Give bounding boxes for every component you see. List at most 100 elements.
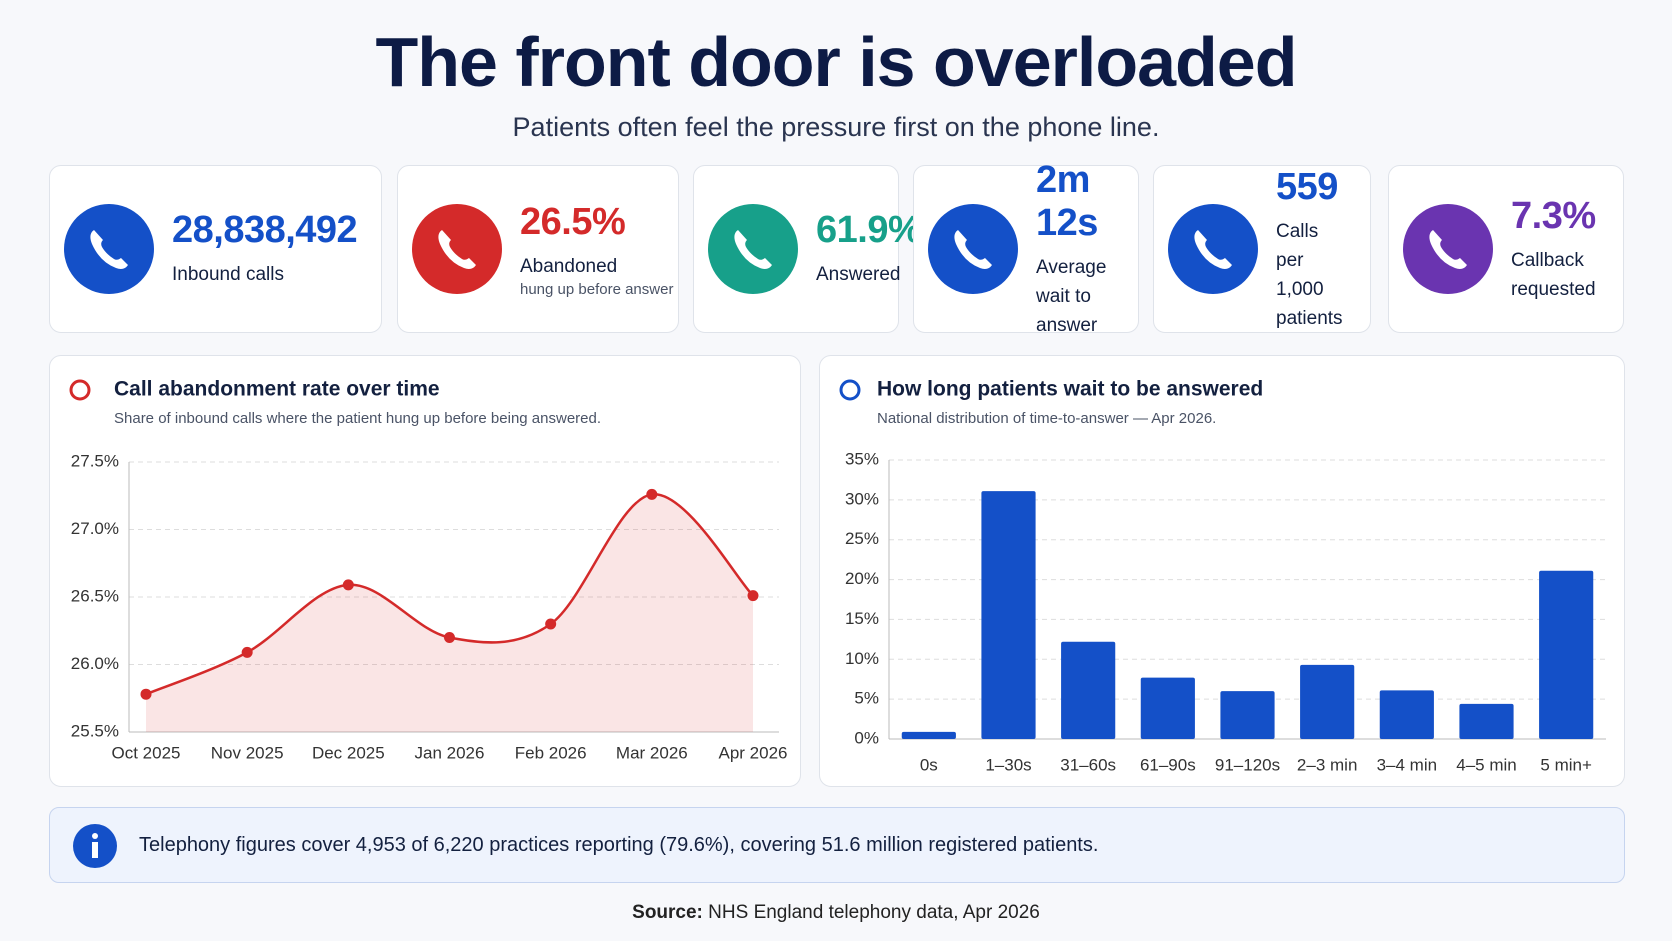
kpi-value: 559 bbox=[1276, 165, 1338, 208]
info-icon bbox=[73, 824, 117, 868]
x-tick-label: Mar 2026 bbox=[616, 743, 688, 762]
x-tick-label: 1–30s bbox=[985, 755, 1031, 774]
icon-glyph bbox=[90, 230, 128, 269]
info-note: Telephony figures cover 4,953 of 6,220 p… bbox=[49, 807, 1625, 883]
chart: How long patients wait to be answered Nat… bbox=[839, 378, 1606, 774]
y-tick-label: 10% bbox=[845, 649, 879, 668]
point bbox=[646, 488, 658, 500]
x-tick-label: 0s bbox=[920, 755, 938, 774]
kpi-text: 61.9% Answered bbox=[816, 209, 922, 289]
y-tick-label: 30% bbox=[845, 489, 879, 508]
kpi-text: 28,838,492 Inbound calls bbox=[172, 209, 358, 289]
source: Source: NHS England telephony data, Apr … bbox=[0, 902, 1672, 924]
source-label: Source: bbox=[632, 902, 703, 923]
bar bbox=[901, 731, 956, 739]
icon-circle bbox=[1403, 204, 1493, 294]
kpi-value: 28,838,492 bbox=[172, 209, 358, 251]
y-tick-label: 20% bbox=[845, 569, 879, 588]
icon-circle bbox=[708, 204, 798, 294]
icon-circle bbox=[64, 204, 154, 294]
x-tick-label: Feb 2026 bbox=[515, 743, 587, 762]
x-tick-label: 5 min+ bbox=[1540, 755, 1592, 774]
kpi-card: 7.3% Callback requested bbox=[1388, 165, 1624, 333]
kpi-icon bbox=[928, 204, 1018, 294]
kpi-text: 559 Calls per 1,000 patients bbox=[1276, 166, 1344, 333]
x-tick-label: 91–120s bbox=[1215, 755, 1280, 774]
kpi-value: 2m 12s bbox=[1036, 158, 1098, 244]
chart-panel: How long patients wait to be answered Nat… bbox=[819, 355, 1625, 787]
kpi-card: 26.5% Abandoned hung up before answer bbox=[397, 165, 679, 333]
x-tick-label: Jan 2026 bbox=[415, 743, 485, 762]
icon-glyph bbox=[1194, 230, 1232, 269]
y-tick-label: 0% bbox=[854, 728, 879, 747]
y-tick-label: 25.5% bbox=[71, 721, 119, 740]
icon-circle bbox=[928, 204, 1018, 294]
kpi-text: 7.3% Callback requested bbox=[1511, 195, 1597, 304]
kpi-sublabel: hung up before answer bbox=[520, 280, 674, 298]
icon-glyph bbox=[734, 230, 772, 269]
bar bbox=[1061, 641, 1116, 739]
panel-icon bbox=[69, 379, 91, 401]
kpi-icon bbox=[64, 204, 154, 294]
kpi-label: Callback requested bbox=[1511, 249, 1596, 300]
source-text: NHS England telephony data, Apr 2026 bbox=[708, 902, 1040, 923]
y-tick-label: 35% bbox=[845, 449, 879, 468]
kpi-text: 26.5% Abandoned hung up before answer bbox=[520, 201, 673, 298]
kpi-icon bbox=[708, 204, 798, 294]
bar bbox=[1379, 690, 1434, 739]
point bbox=[140, 688, 152, 700]
chart-title: Call abandonment rate over time bbox=[114, 378, 440, 401]
kpi-label: Average wait to answer bbox=[1036, 256, 1107, 336]
icon-circle bbox=[1168, 204, 1258, 294]
kpi-value: 7.3% bbox=[1511, 194, 1596, 237]
chart-panel: Call abandonment rate over time Share of … bbox=[49, 355, 801, 787]
y-tick-label: 27.5% bbox=[71, 451, 119, 470]
bar bbox=[1140, 677, 1195, 739]
kpi-card: 28,838,492 Inbound calls bbox=[49, 165, 382, 333]
icon-glyph bbox=[954, 230, 992, 269]
kpi-label: Calls per 1,000 patients bbox=[1276, 220, 1343, 329]
x-tick-label: 4–5 min bbox=[1456, 755, 1516, 774]
kpi-label: Abandoned bbox=[520, 255, 618, 277]
point bbox=[747, 590, 759, 602]
page-title: The front door is overloaded bbox=[375, 23, 1298, 101]
x-tick-label: 2–3 min bbox=[1297, 755, 1357, 774]
bar bbox=[981, 491, 1036, 739]
bar bbox=[1459, 703, 1514, 739]
chart-subtitle: Share of inbound calls where the patient… bbox=[114, 410, 601, 427]
bar bbox=[1539, 570, 1594, 739]
icon-glyph bbox=[438, 230, 476, 269]
kpi-card: 559 Calls per 1,000 patients bbox=[1153, 165, 1371, 333]
panel-icon bbox=[839, 379, 861, 401]
y-tick-label: 26.0% bbox=[71, 654, 119, 673]
chart-title: How long patients wait to be answered bbox=[877, 378, 1263, 401]
icon-circle bbox=[412, 204, 502, 294]
y-tick-label: 25% bbox=[845, 529, 879, 548]
x-tick-label: Dec 2025 bbox=[312, 743, 385, 762]
kpi-label: Answered bbox=[816, 264, 901, 285]
y-tick-label: 5% bbox=[854, 689, 879, 708]
x-tick-label: Nov 2025 bbox=[211, 743, 284, 762]
x-tick-label: Apr 2026 bbox=[719, 743, 788, 762]
x-tick-label: 31–60s bbox=[1060, 755, 1116, 774]
kpi-icon bbox=[1168, 204, 1258, 294]
point bbox=[342, 579, 354, 591]
note-text: Telephony figures cover 4,953 of 6,220 p… bbox=[139, 834, 1099, 856]
kpi-text: 2m 12s Average wait to answer bbox=[1036, 159, 1138, 340]
bar bbox=[1220, 691, 1275, 739]
kpi-card: 2m 12s Average wait to answer bbox=[913, 159, 1139, 336]
kpi-value: 61.9% bbox=[816, 209, 922, 251]
point bbox=[545, 618, 557, 630]
x-tick-label: 61–90s bbox=[1140, 755, 1196, 774]
bar bbox=[1300, 664, 1355, 739]
kpi-value: 26.5% bbox=[520, 200, 626, 243]
icon-glyph bbox=[1429, 230, 1467, 269]
point bbox=[444, 632, 455, 643]
page-subtitle: Patients often feel the pressure first o… bbox=[512, 112, 1160, 142]
kpi-card: 61.9% Answered bbox=[693, 165, 922, 333]
chart-subtitle: National distribution of time-to-answer … bbox=[877, 410, 1216, 427]
x-tick-label: Oct 2025 bbox=[112, 743, 181, 762]
y-tick-label: 26.5% bbox=[71, 586, 119, 605]
point bbox=[241, 646, 253, 658]
